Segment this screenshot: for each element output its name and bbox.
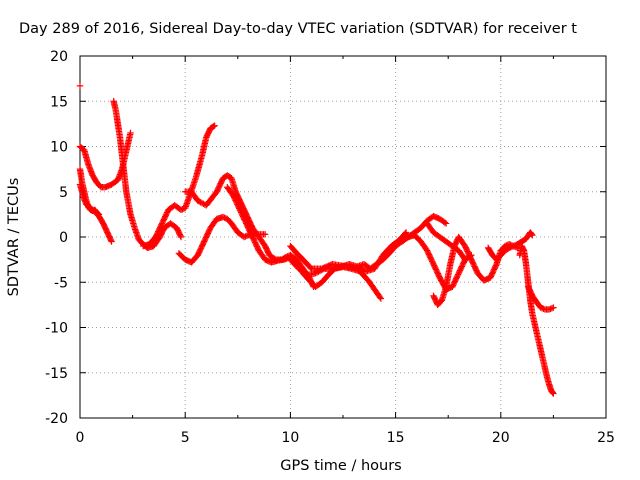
data-point bbox=[402, 229, 410, 236]
y-tick-label: 20 bbox=[50, 49, 68, 65]
data-points bbox=[76, 82, 557, 397]
data-point bbox=[312, 270, 319, 277]
data-point bbox=[548, 304, 556, 312]
data-point bbox=[94, 210, 102, 217]
data-point bbox=[194, 197, 202, 204]
data-point bbox=[221, 214, 228, 221]
x-tick-label: 25 bbox=[597, 430, 615, 446]
data-point bbox=[357, 265, 364, 272]
data-point bbox=[377, 295, 385, 302]
series-4 bbox=[110, 98, 185, 252]
data-point bbox=[211, 122, 218, 129]
data-point bbox=[358, 265, 366, 273]
series-0 bbox=[76, 82, 84, 90]
data-point bbox=[376, 294, 384, 301]
y-axis-label: SDTVAR / TECUs bbox=[6, 178, 22, 297]
data-point bbox=[550, 390, 557, 397]
data-point bbox=[242, 233, 249, 240]
series-9 bbox=[287, 212, 450, 272]
data-point bbox=[240, 233, 248, 241]
series-14 bbox=[484, 229, 536, 263]
data-point bbox=[538, 304, 546, 312]
data-point bbox=[107, 237, 115, 244]
x-tick-label: 5 bbox=[181, 430, 190, 446]
x-tick-label: 0 bbox=[76, 430, 85, 446]
chart-title: Day 289 of 2016, Sidereal Day-to-day VTE… bbox=[19, 21, 577, 37]
data-point bbox=[219, 213, 227, 221]
data-point bbox=[108, 238, 115, 245]
y-tick-label: 10 bbox=[50, 140, 68, 156]
x-tick-label: 10 bbox=[281, 430, 299, 446]
data-point bbox=[196, 198, 203, 205]
data-point bbox=[261, 231, 269, 238]
data-point bbox=[460, 255, 468, 262]
data-point bbox=[319, 266, 326, 273]
series-3 bbox=[76, 165, 103, 218]
data-point bbox=[127, 129, 134, 137]
plot-frame bbox=[79, 55, 607, 419]
data-point bbox=[360, 266, 367, 274]
y-tick-label: 0 bbox=[59, 230, 68, 246]
grid-lines bbox=[80, 56, 606, 418]
data-point bbox=[354, 263, 361, 271]
y-tick-label: 15 bbox=[50, 94, 68, 110]
y-tick-labels: 20 15 10 5 0 -5 -10 -15 -20 bbox=[45, 49, 68, 427]
data-point bbox=[76, 82, 84, 90]
series-8 bbox=[224, 184, 385, 302]
data-point bbox=[95, 211, 103, 218]
x-axis-label: GPS time / hours bbox=[280, 458, 401, 474]
data-point bbox=[198, 199, 206, 207]
data-point bbox=[316, 267, 324, 275]
data-point bbox=[177, 206, 185, 214]
data-point bbox=[550, 304, 557, 311]
data-point bbox=[441, 219, 449, 226]
data-point bbox=[442, 220, 450, 227]
data-point bbox=[210, 123, 217, 130]
y-tick-label: 5 bbox=[59, 185, 68, 201]
data-point bbox=[506, 244, 513, 252]
series-15 bbox=[516, 242, 557, 397]
y-tick-label: -5 bbox=[54, 275, 68, 291]
data-point bbox=[197, 199, 204, 206]
data-point bbox=[540, 305, 547, 312]
y-tick-label: -10 bbox=[45, 321, 68, 337]
data-point bbox=[547, 305, 554, 312]
data-point bbox=[177, 232, 184, 239]
x-tick-labels: 0 5 10 15 20 25 bbox=[76, 430, 615, 446]
data-point bbox=[529, 231, 536, 239]
data-point bbox=[549, 389, 556, 396]
y-tick-label: -15 bbox=[45, 366, 68, 382]
data-point bbox=[537, 304, 544, 311]
x-tick-label: 20 bbox=[492, 430, 510, 446]
series-13 bbox=[423, 220, 469, 263]
data-point bbox=[510, 242, 517, 250]
data-point bbox=[315, 268, 322, 275]
data-point bbox=[318, 266, 325, 274]
data-point bbox=[508, 243, 516, 250]
x-tick-label: 15 bbox=[387, 430, 405, 446]
series-16 bbox=[524, 283, 557, 313]
y-tick-label: -20 bbox=[45, 411, 68, 427]
data-point bbox=[313, 269, 321, 276]
data-point bbox=[528, 231, 535, 238]
series-5 bbox=[139, 122, 218, 250]
data-point bbox=[177, 233, 185, 241]
data-point bbox=[492, 262, 500, 269]
data-point bbox=[179, 206, 186, 213]
series-12 bbox=[430, 233, 521, 309]
data-point bbox=[545, 306, 553, 313]
data-point bbox=[461, 256, 469, 263]
data-point bbox=[355, 264, 363, 271]
data-point bbox=[511, 242, 519, 249]
data-point bbox=[507, 244, 514, 251]
